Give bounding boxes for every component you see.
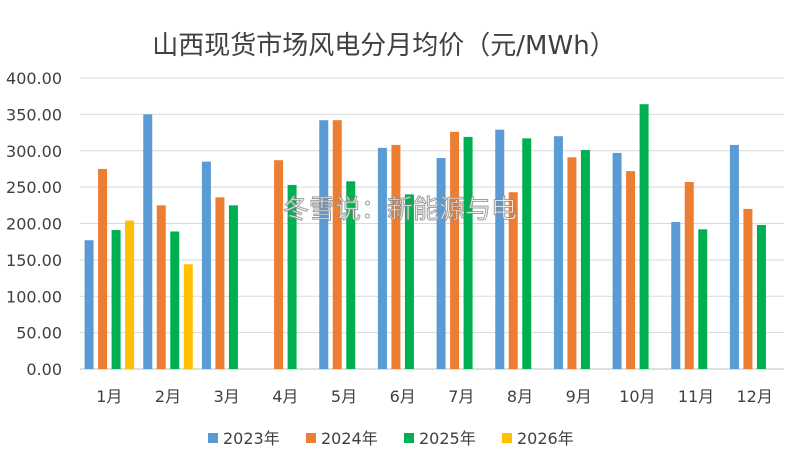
bar-1-2 — [215, 197, 225, 369]
legend-label: 2024年 — [321, 429, 378, 448]
bar-0-9 — [612, 152, 622, 369]
legend-swatch — [404, 433, 414, 443]
bar-1-0 — [98, 168, 108, 369]
bar-2-8 — [580, 150, 590, 369]
x-tick-label: 2月 — [155, 387, 181, 406]
y-tick-label: 300.00 — [6, 142, 62, 161]
x-tick-label: 7月 — [448, 387, 474, 406]
bar-3-1 — [183, 264, 193, 369]
y-tick-label: 200.00 — [6, 215, 62, 234]
bar-1-10 — [684, 182, 694, 369]
y-tick-label: 250.00 — [6, 178, 62, 197]
gridlines — [80, 77, 784, 370]
y-tick-label: 350.00 — [6, 105, 62, 124]
bar-1-1 — [156, 205, 166, 369]
bar-2-1 — [170, 231, 180, 369]
bar-2-7 — [522, 138, 532, 369]
x-tick-label: 12月 — [736, 387, 772, 406]
x-axis-ticks: 1月 2月 3月 4月 5月 6月 7月 8月 9月 10月 11月 12月 — [96, 387, 773, 406]
legend-swatch — [208, 433, 218, 443]
bar-1-6 — [450, 131, 460, 369]
x-tick-label: 9月 — [566, 387, 592, 406]
bar-1-4 — [332, 120, 342, 369]
bar-2-10 — [698, 229, 708, 369]
y-tick-label: 400.00 — [6, 69, 62, 88]
bar-1-8 — [567, 157, 577, 369]
x-tick-label: 11月 — [678, 387, 714, 406]
y-tick-label: 100.00 — [6, 287, 62, 306]
legend-swatch — [306, 433, 316, 443]
bar-2-6 — [463, 136, 473, 369]
legend-label: 2025年 — [419, 429, 476, 448]
x-tick-label: 3月 — [214, 387, 240, 406]
bars — [84, 104, 766, 369]
y-axis-ticks: 0.00 50.00 100.00 150.00 200.00 250.00 300.00 3… — [6, 69, 62, 379]
bar-1-5 — [391, 144, 401, 369]
bar-2-11 — [756, 224, 766, 369]
bar-2-2 — [228, 205, 238, 369]
legend-label: 2023年 — [223, 429, 280, 448]
bar-2-3 — [287, 184, 297, 369]
bar-0-8 — [553, 136, 563, 369]
bar-0-4 — [319, 120, 329, 369]
legend-swatch — [502, 433, 512, 443]
bar-0-5 — [377, 147, 387, 369]
bar-0-7 — [495, 129, 505, 369]
bar-0-1 — [143, 114, 153, 369]
x-tick-label: 4月 — [272, 387, 298, 406]
x-tick-label: 5月 — [331, 387, 357, 406]
watermark: 冬雪说：新能源与电 — [283, 195, 517, 225]
bar-2-9 — [639, 104, 649, 369]
bar-1-7 — [508, 192, 518, 369]
bar-1-9 — [626, 171, 636, 369]
x-tick-label: 6月 — [390, 387, 416, 406]
y-tick-label: 150.00 — [6, 251, 62, 270]
x-tick-label: 8月 — [507, 387, 533, 406]
bar-2-5 — [404, 194, 414, 369]
bar-0-6 — [436, 158, 446, 369]
bar-0-0 — [84, 240, 94, 369]
chart-title: 山西现货市场风电分月均价（元/MWh） — [152, 31, 615, 61]
y-tick-label: 0.00 — [26, 360, 62, 379]
bar-1-11 — [743, 208, 753, 369]
bar-2-4 — [346, 181, 356, 369]
bar-0-11 — [729, 144, 739, 369]
x-tick-label: 1月 — [96, 387, 122, 406]
bar-1-3 — [274, 160, 284, 369]
x-tick-label: 10月 — [619, 387, 655, 406]
legend-label: 2026年 — [517, 429, 574, 448]
bar-0-10 — [671, 222, 681, 369]
y-tick-label: 50.00 — [16, 324, 62, 343]
bar-3-0 — [125, 220, 135, 369]
bar-2-0 — [111, 230, 121, 369]
legend: 2023年 2024年 2025年 2026年 — [208, 429, 574, 448]
bar-0-2 — [201, 161, 211, 369]
